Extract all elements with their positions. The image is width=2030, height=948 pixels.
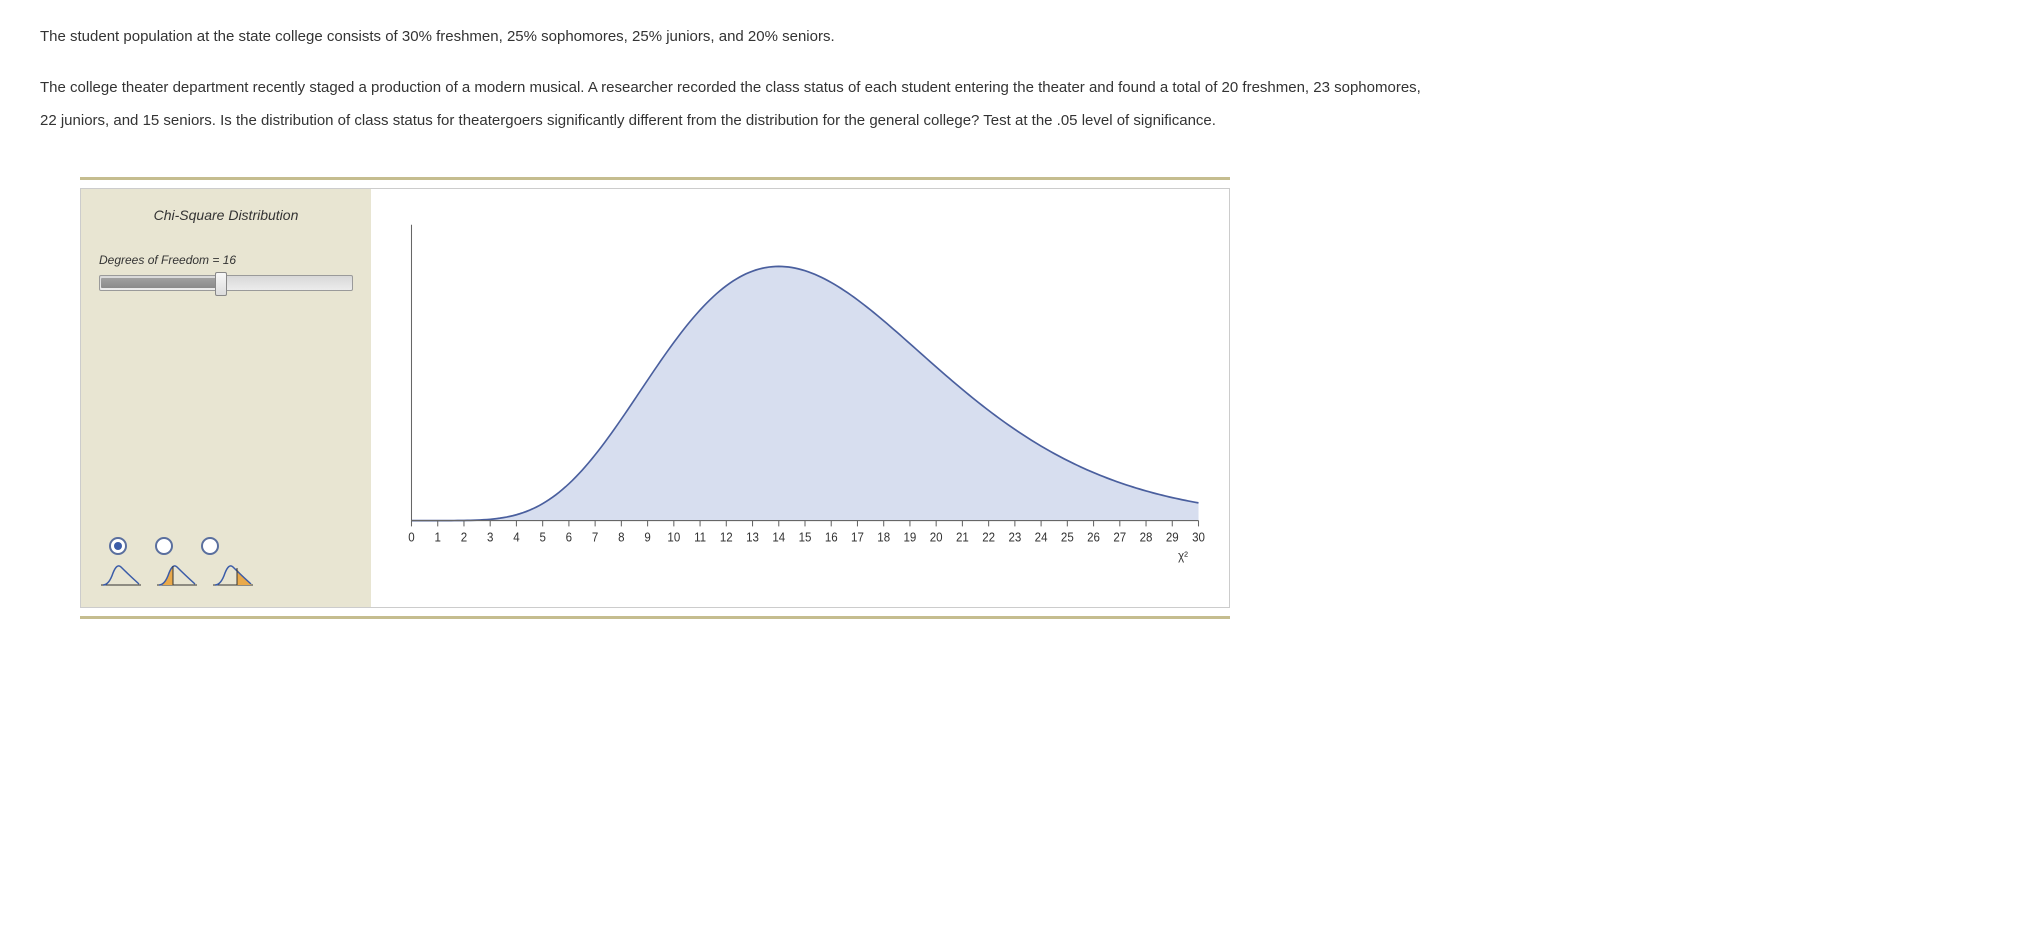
svg-text:24: 24 xyxy=(1035,530,1048,545)
svg-text:23: 23 xyxy=(1008,530,1021,545)
problem-para-1: The student population at the state coll… xyxy=(40,20,1440,53)
svg-text:16: 16 xyxy=(825,530,838,545)
problem-statement: The student population at the state coll… xyxy=(40,20,1440,137)
svg-text:25: 25 xyxy=(1061,530,1074,545)
df-slider-thumb[interactable] xyxy=(215,272,227,296)
svg-text:11: 11 xyxy=(694,530,706,545)
svg-text:13: 13 xyxy=(746,530,759,545)
svg-text:6: 6 xyxy=(566,530,573,545)
shade-mode-radios xyxy=(99,537,353,555)
df-label: Degrees of Freedom = 16 xyxy=(99,253,353,267)
df-slider-fill xyxy=(101,278,222,288)
control-panel: Chi-Square Distribution Degrees of Freed… xyxy=(81,189,371,607)
svg-text:5: 5 xyxy=(539,530,546,545)
svg-text:3: 3 xyxy=(487,530,494,545)
distribution-widget: Chi-Square Distribution Degrees of Freed… xyxy=(80,177,1230,619)
svg-text:20: 20 xyxy=(930,530,943,545)
chart-area: 0123456789101112131415161718192021222324… xyxy=(371,189,1229,607)
svg-text:26: 26 xyxy=(1087,530,1100,545)
svg-text:0: 0 xyxy=(408,530,415,545)
svg-text:30: 30 xyxy=(1192,530,1205,545)
chi-square-chart: 0123456789101112131415161718192021222324… xyxy=(401,219,1209,567)
panel-title: Chi-Square Distribution xyxy=(99,207,353,223)
svg-text:χ²: χ² xyxy=(1178,549,1188,564)
svg-text:7: 7 xyxy=(592,530,599,545)
svg-text:8: 8 xyxy=(618,530,625,545)
svg-text:2: 2 xyxy=(461,530,468,545)
problem-para-2: The college theater department recently … xyxy=(40,71,1440,137)
shade-mode-icons xyxy=(99,561,353,589)
svg-text:19: 19 xyxy=(904,530,917,545)
svg-text:21: 21 xyxy=(956,530,969,545)
svg-text:15: 15 xyxy=(799,530,812,545)
radio-no-shade[interactable] xyxy=(109,537,127,555)
right-shade-icon xyxy=(211,561,255,589)
svg-text:18: 18 xyxy=(877,530,890,545)
svg-text:9: 9 xyxy=(644,530,651,545)
svg-text:29: 29 xyxy=(1166,530,1179,545)
bottom-rule xyxy=(80,616,1230,619)
svg-text:14: 14 xyxy=(772,530,785,545)
radio-left-shade[interactable] xyxy=(155,537,173,555)
radio-right-shade[interactable] xyxy=(201,537,219,555)
svg-text:1: 1 xyxy=(435,530,442,545)
svg-text:22: 22 xyxy=(982,530,995,545)
svg-text:4: 4 xyxy=(513,530,520,545)
svg-text:28: 28 xyxy=(1140,530,1153,545)
no-shade-icon xyxy=(99,561,143,589)
svg-text:12: 12 xyxy=(720,530,733,545)
svg-text:27: 27 xyxy=(1113,530,1126,545)
df-slider[interactable] xyxy=(99,275,353,291)
left-shade-icon xyxy=(155,561,199,589)
widget-body: Chi-Square Distribution Degrees of Freed… xyxy=(80,188,1230,608)
svg-text:17: 17 xyxy=(851,530,864,545)
svg-text:10: 10 xyxy=(667,530,680,545)
top-rule xyxy=(80,177,1230,180)
